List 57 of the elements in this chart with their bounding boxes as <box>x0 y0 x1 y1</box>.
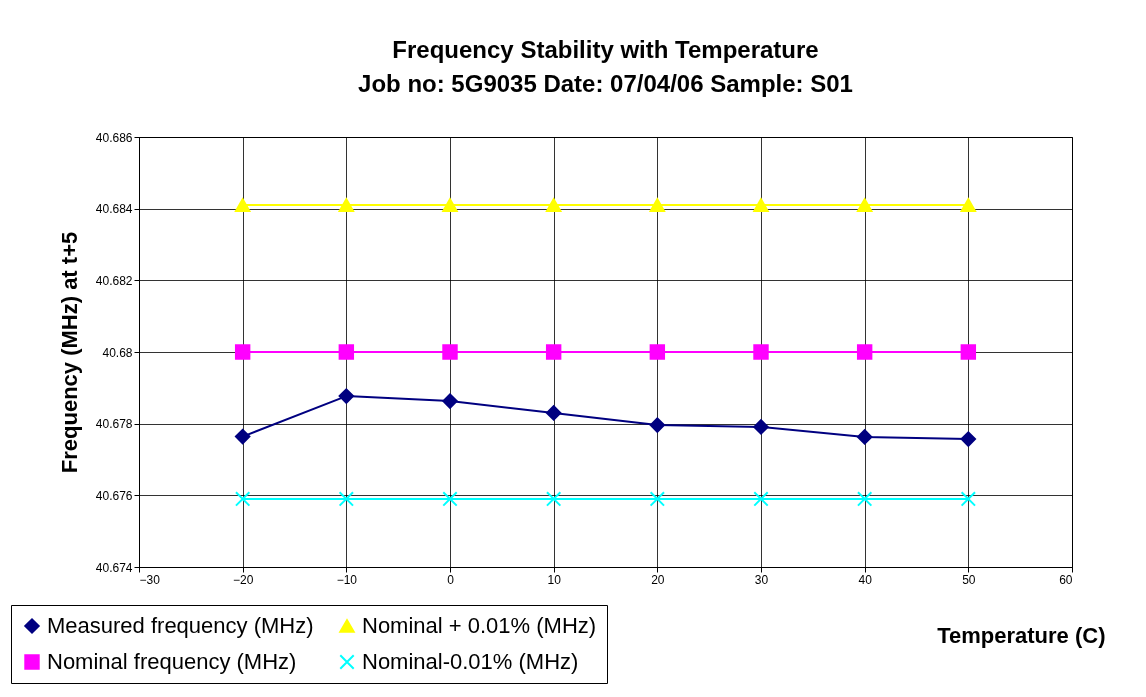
legend-label: Nominal + 0.01% (MHz) <box>362 613 597 638</box>
point <box>545 344 562 360</box>
y-tick-label: 40.684 <box>95 202 133 217</box>
x-tick-label: −20 <box>232 572 254 587</box>
x-tick-label: 40 <box>858 572 873 587</box>
y-tick-label: 40.676 <box>95 488 133 503</box>
point <box>753 491 769 507</box>
point <box>234 198 251 212</box>
point <box>545 198 562 212</box>
point <box>338 198 355 212</box>
point <box>856 491 873 507</box>
x-tick-label: 20 <box>651 572 665 587</box>
y-tick-label: 40.678 <box>95 417 133 432</box>
point <box>234 428 251 445</box>
x-tick-label: 50 <box>962 572 976 587</box>
y-tick-label: 40.682 <box>95 273 133 288</box>
y-tick-label: 40.686 <box>95 130 133 145</box>
y-tick-label: 40.674 <box>95 560 133 575</box>
point <box>338 491 355 507</box>
y-tick-label: 40.68 <box>102 345 133 360</box>
y-axis-title: Frequency (MHz) at t+5 <box>56 231 82 474</box>
point <box>234 491 251 507</box>
point <box>960 344 977 360</box>
chart-subtitle: Job no: 5G9035 Date: 07/04/06 Sample: S01 <box>358 70 853 97</box>
point <box>649 344 666 360</box>
x-tick-label: −30 <box>139 572 161 587</box>
x-tick-label: 0 <box>447 572 455 587</box>
point <box>545 491 562 507</box>
point <box>856 198 873 212</box>
point <box>338 388 355 404</box>
point <box>856 344 873 360</box>
legend-label: Nominal-0.01% (MHz) <box>362 649 579 674</box>
x-tick-label: 60 <box>1059 572 1073 587</box>
point <box>649 417 666 433</box>
point <box>856 429 873 445</box>
point <box>649 491 666 507</box>
point <box>442 491 458 507</box>
chart-title: Frequency Stability with Temperature <box>392 36 819 63</box>
point <box>234 344 251 360</box>
point <box>753 198 769 212</box>
x-axis-title: Temperature (C) <box>937 622 1106 648</box>
point <box>753 419 769 435</box>
point <box>338 344 355 360</box>
point <box>960 491 977 507</box>
legend-label: Measured frequency (MHz) <box>47 613 314 638</box>
point <box>960 431 977 447</box>
point <box>442 393 458 409</box>
point <box>545 405 562 421</box>
x-tick-label: −10 <box>336 572 358 587</box>
point <box>649 198 666 212</box>
x-tick-label: 10 <box>547 572 562 587</box>
point <box>960 198 977 212</box>
x-tick-label: 30 <box>754 572 769 587</box>
point <box>442 344 458 360</box>
point <box>753 344 769 360</box>
point <box>442 198 458 212</box>
legend-label: Nominal frequency (MHz) <box>47 649 297 674</box>
